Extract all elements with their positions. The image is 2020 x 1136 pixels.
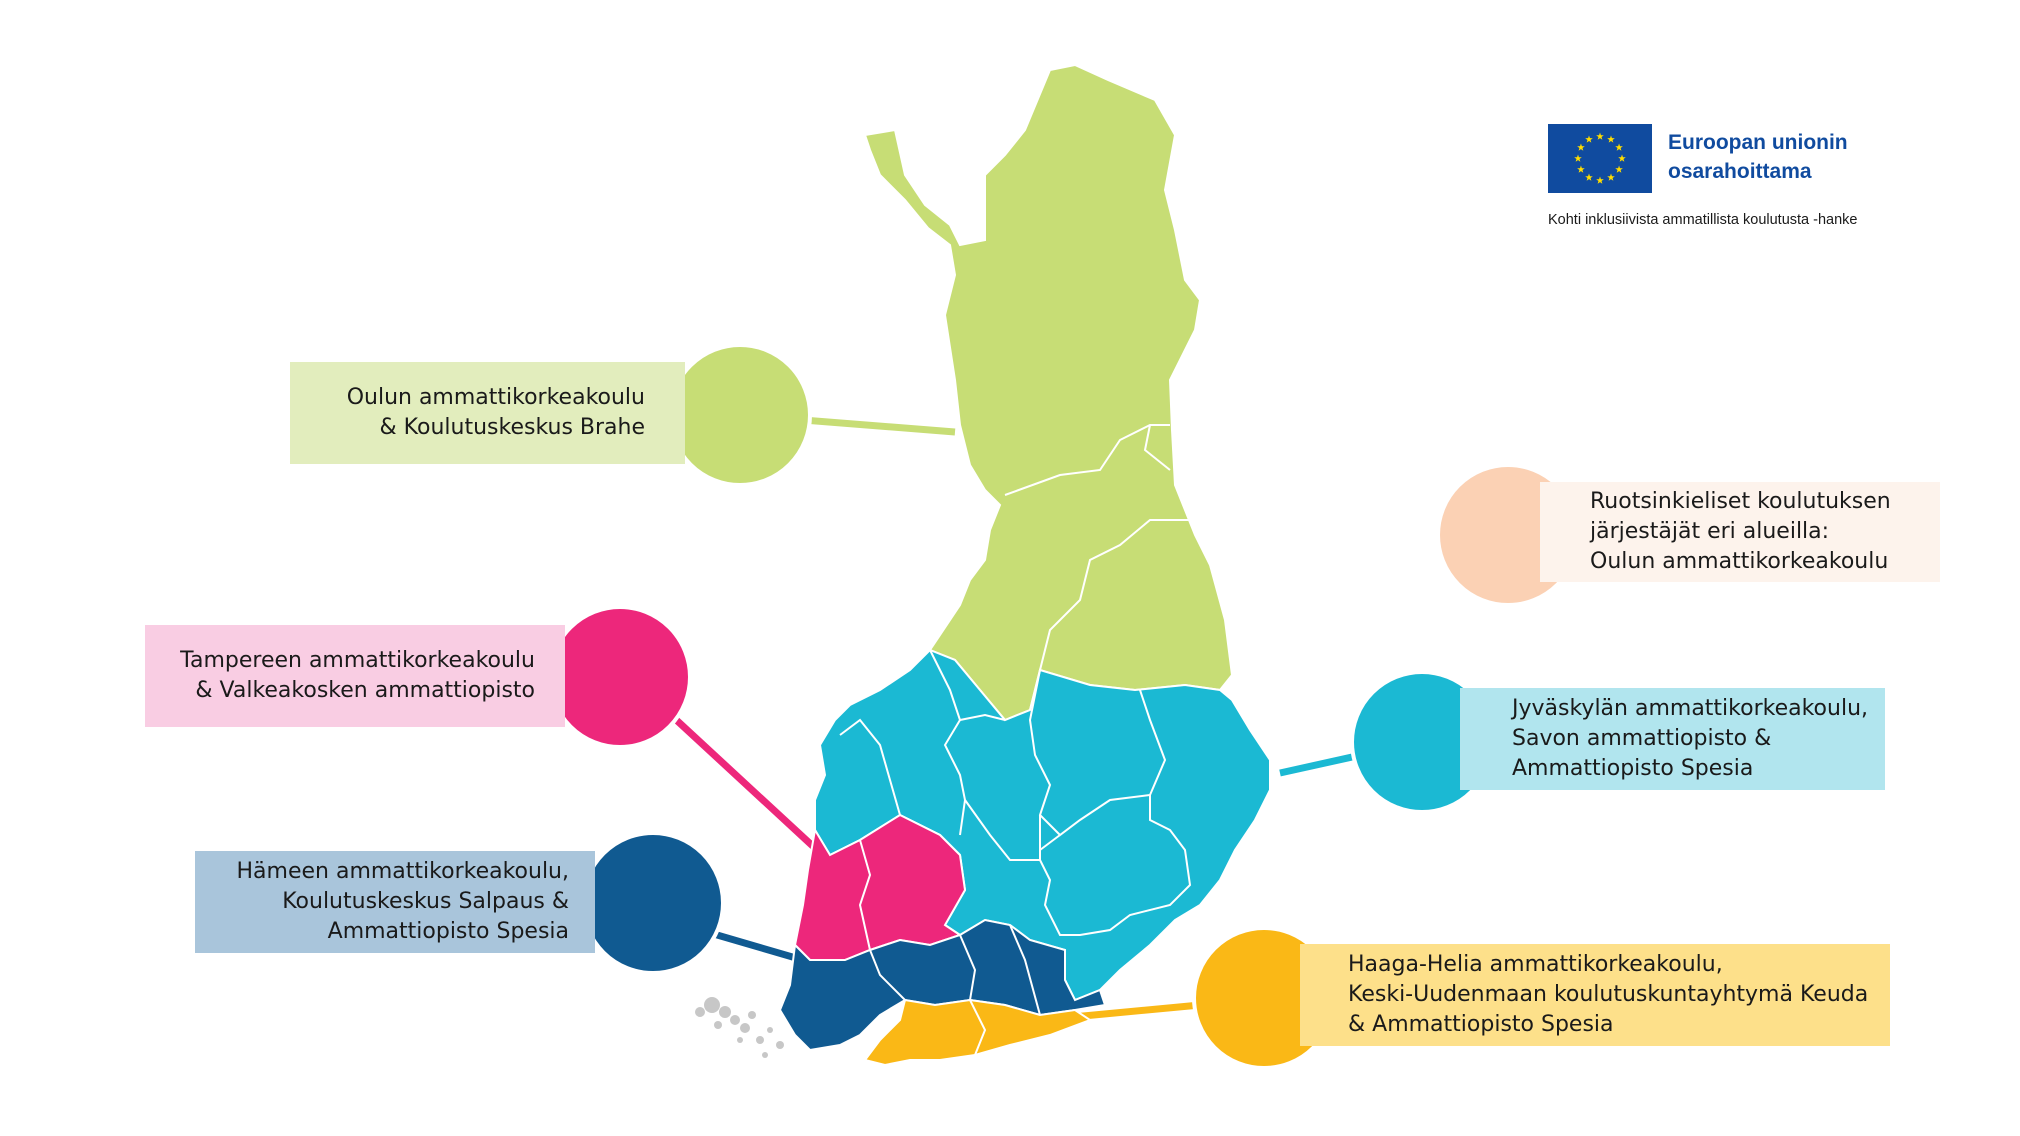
- label-swedish-line-3: Oulun ammattikorkeakoulu: [1590, 549, 1889, 574]
- border-north-2: [1039, 519, 1190, 671]
- label-swedish-line-1: Ruotsinkieliset koulutuksen: [1590, 489, 1891, 514]
- eu-stars: [1574, 132, 1626, 184]
- border-central-6: [964, 799, 1040, 861]
- eu-star: [1615, 143, 1623, 151]
- border-tampere-1: [858, 839, 872, 951]
- region-hame-shape: [778, 918, 1107, 1052]
- circle-tampere: [548, 605, 692, 749]
- label-tampere-line-2: & Valkeakosken ammattiopisto: [195, 678, 535, 703]
- border-uusimaa-1: [969, 999, 987, 1056]
- eu-star: [1615, 165, 1623, 173]
- border-north-3: [1143, 424, 1171, 471]
- label-uusimaa: Haaga-Helia ammattikorkeakoulu, Keski-Uu…: [1300, 944, 1890, 1046]
- eu-title-line-1: Euroopan unionin: [1668, 131, 1848, 154]
- region-uusimaa-shape: [863, 998, 1093, 1067]
- border-central-4: [1039, 795, 1192, 936]
- label-central-line-1: Jyväskylän ammattikorkeakoulu,: [1512, 696, 1869, 721]
- label-north: Oulun ammattikorkeakoulu & Koulutuskesku…: [290, 362, 685, 464]
- eu-title: Euroopan unionin osarahoittama: [1668, 128, 1848, 186]
- circle-hame: [581, 831, 725, 975]
- eu-star: [1577, 165, 1585, 173]
- label-central-line-3: Ammattiopisto Spesia: [1512, 756, 1754, 781]
- eu-flag-icon: [1548, 124, 1652, 193]
- border-hame-3: [1009, 924, 1041, 1016]
- border-hame-2: [959, 934, 977, 1001]
- label-north-line-1: Oulun ammattikorkeakoulu: [346, 385, 645, 410]
- label-hame-line-3: Ammattiopisto Spesia: [327, 919, 569, 944]
- label-swedish-line-2: järjestäjät eri alueilla:: [1590, 519, 1830, 544]
- archipelago: [695, 997, 784, 1058]
- eu-funding-logo: Euroopan unionin osarahoittama Kohti ink…: [1548, 124, 2020, 244]
- eu-star: [1577, 143, 1585, 151]
- border-hame-1: [869, 949, 906, 1001]
- eu-star: [1596, 132, 1604, 140]
- label-uusimaa-line-3: & Ammattiopisto Spesia: [1348, 1012, 1614, 1037]
- eu-star: [1607, 135, 1615, 143]
- label-central-line-2: Savon ammattiopisto &: [1512, 726, 1772, 751]
- eu-star: [1596, 176, 1604, 184]
- label-tampere: Tampereen ammattikorkeakoulu & Valkeakos…: [145, 625, 565, 727]
- label-north-line-2: & Koulutuskeskus Brahe: [379, 415, 645, 440]
- project-name: Kohti inklusiivista ammatillista koulutu…: [1548, 212, 1858, 228]
- border-central-5: [839, 718, 901, 816]
- eu-star: [1618, 154, 1626, 162]
- label-hame-line-1: Hämeen ammattikorkeakoulu,: [236, 859, 570, 884]
- label-hame: Hämeen ammattikorkeakoulu, Koulutuskesku…: [195, 851, 595, 953]
- circle-north: [668, 343, 812, 487]
- eu-star: [1574, 154, 1582, 162]
- label-central: Jyväskylän ammattikorkeakoulu, Savon amm…: [1460, 688, 1885, 790]
- label-swedish: Ruotsinkieliset koulutuksen järjestäjät …: [1540, 482, 1940, 582]
- label-tampere-line-1: Tampereen ammattikorkeakoulu: [180, 648, 535, 673]
- border-north-1: [1004, 424, 1170, 496]
- label-hame-line-2: Koulutuskeskus Salpaus &: [282, 889, 569, 914]
- connector-tampere: [669, 713, 833, 865]
- region-north-shape: [863, 63, 1234, 722]
- eu-title-line-2: osarahoittama: [1668, 160, 1812, 183]
- label-uusimaa-line-2: Keski-Uudenmaan koulutuskuntayhtymä Keud…: [1348, 982, 1869, 1007]
- border-central-3: [959, 713, 1006, 721]
- label-uusimaa-line-1: Haaga-Helia ammattikorkeakoulu,: [1348, 952, 1723, 977]
- border-central-2: [1028, 669, 1167, 837]
- eu-star: [1607, 173, 1615, 181]
- eu-star: [1585, 135, 1593, 143]
- eu-star: [1585, 173, 1593, 181]
